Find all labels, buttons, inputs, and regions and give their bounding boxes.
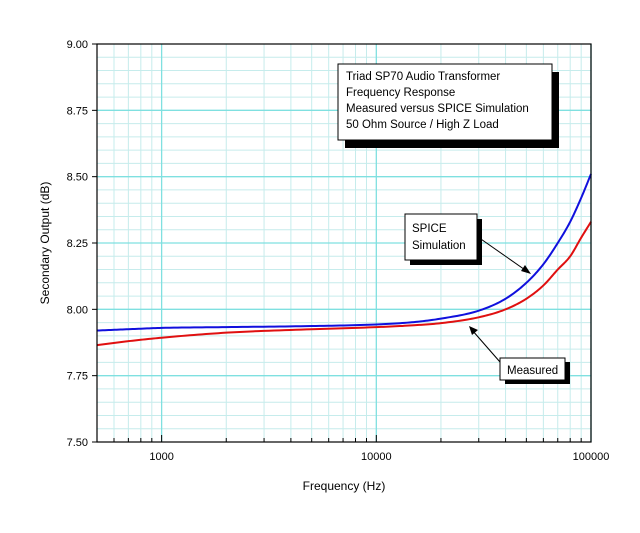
y-axis-label: Secondary Output (dB): [38, 182, 52, 305]
title-line-1: Triad SP70 Audio Transformer: [346, 71, 500, 83]
title-line-2: Frequency Response: [346, 87, 455, 99]
title-line-4: 50 Ohm Source / High Z Load: [346, 119, 499, 131]
y-tick-label: 8.00: [67, 304, 88, 316]
grid: [97, 44, 592, 442]
tick-labels: 1000 10000 100000 7.50 7.75 8.00 8.25 8.50 8.75 9…: [67, 39, 610, 463]
y-tick-label: 9.00: [67, 39, 88, 51]
measured-annotation-frame: [499, 357, 566, 381]
series-layer: [96, 173, 592, 347]
y-tick-label: 8.75: [67, 105, 88, 117]
x-tick-label: 1000: [149, 451, 173, 463]
spice-annotation-frame: [404, 213, 478, 261]
title-box: Triad SP70 Audio Transformer Frequency R…: [337, 63, 559, 148]
spice-annotation-line-1: SPICE: [412, 223, 447, 235]
title-box-frame: [337, 63, 553, 141]
measured-annotation-text: Measured: [507, 365, 558, 377]
spice-arrow-line: [477, 236, 529, 273]
y-tick-label: 7.75: [67, 371, 88, 383]
y-tick-label: 8.50: [67, 172, 88, 184]
measured-series-line: [96, 221, 592, 347]
spice-annotation-line-2: Simulation: [412, 240, 466, 252]
y-tick-label: 7.50: [67, 437, 88, 449]
x-tick-label: 10000: [361, 451, 392, 463]
measured-arrow-line: [471, 329, 501, 363]
spice-simulation-series-line: [96, 173, 592, 332]
ticks: [92, 43, 592, 443]
spice-annotation: SPICE Simulation: [404, 213, 531, 274]
spice-arrow-head: [521, 265, 531, 274]
title-line-3: Measured versus SPICE Simulation: [346, 103, 529, 115]
x-tick-label: 100000: [573, 451, 610, 463]
measured-arrow-head: [469, 326, 478, 335]
x-axis-label: Frequency (Hz): [303, 479, 386, 493]
measured-annotation: Measured: [469, 326, 570, 384]
y-tick-label: 8.25: [67, 238, 88, 250]
